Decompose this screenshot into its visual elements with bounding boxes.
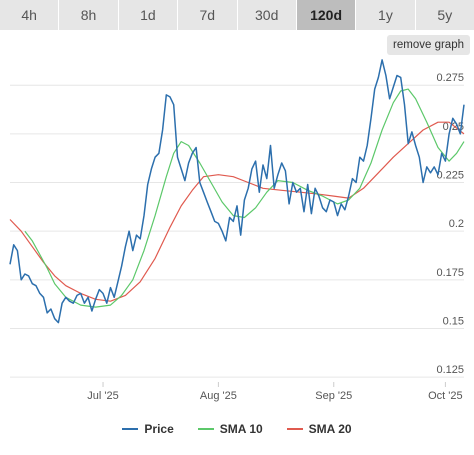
tab-5y[interactable]: 5y <box>437 7 453 23</box>
y-tick-label: 0.175 <box>436 267 464 279</box>
x-tick-label: Aug '25 <box>200 390 237 402</box>
y-tick-label: 0.15 <box>443 315 464 327</box>
y-tick-label: 0.225 <box>436 170 464 182</box>
legend-item-sma20[interactable]: SMA 20 <box>286 418 352 440</box>
legend-item-price[interactable]: Price <box>122 418 174 440</box>
legend-label-sma10: SMA 10 <box>219 422 263 436</box>
chart-grid <box>10 84 464 378</box>
x-tick-label: Oct '25 <box>428 390 463 402</box>
legend-swatch-price <box>122 428 139 430</box>
remove-graph-button[interactable]: remove graph <box>387 35 470 55</box>
y-tick-label: 0.275 <box>436 72 464 84</box>
legend-label-price: Price <box>144 422 174 436</box>
tab-120d[interactable]: 120d <box>296 0 357 30</box>
legend-label-sma20: SMA 20 <box>308 422 352 436</box>
chart-series-lines <box>9 59 465 324</box>
tab-1d[interactable]: 1d <box>119 0 179 30</box>
x-axis-ticks: Jul '25 Aug '25 Sep '25 Oct '25 <box>87 382 463 402</box>
chart-legend: Price SMA 10 SMA 20 <box>0 418 474 440</box>
tab-1y[interactable]: 1y <box>356 0 416 30</box>
y-tick-label: 0.2 <box>449 218 464 230</box>
x-tick-label: Sep '25 <box>315 390 352 402</box>
tab-4h[interactable]: 4h <box>0 0 60 30</box>
series-line-price <box>9 59 465 324</box>
y-tick-label: 0.125 <box>436 364 464 376</box>
tab-8h[interactable]: 8h <box>59 0 119 30</box>
legend-item-sma10[interactable]: SMA 10 <box>197 418 263 440</box>
timeframe-tabs: 4h 8h 1d 7d 30d 120d 1y 5y <box>0 0 474 30</box>
legend-swatch-sma10 <box>197 428 214 430</box>
tab-30d[interactable]: 30d <box>238 0 297 30</box>
x-tick-label: Jul '25 <box>87 390 118 402</box>
tab-7d[interactable]: 7d <box>178 0 238 30</box>
legend-swatch-sma20 <box>286 428 303 430</box>
series-line-sma20 <box>9 121 465 302</box>
